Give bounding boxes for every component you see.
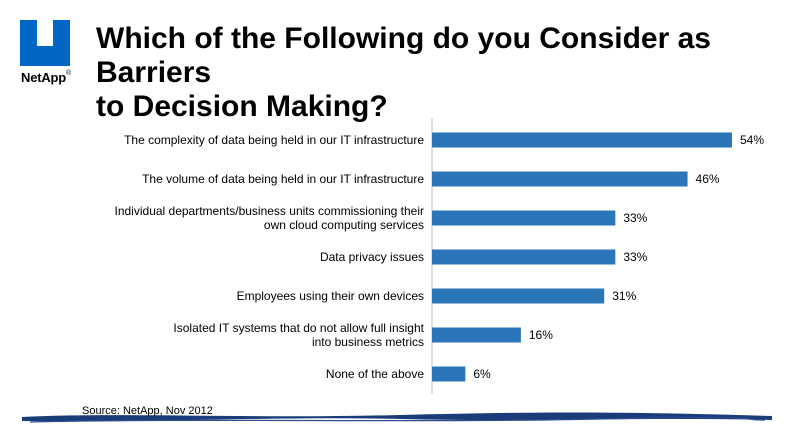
- bar: [432, 171, 688, 187]
- category-label: Individual departments/business units co…: [115, 204, 425, 218]
- brush-stroke-divider: [22, 412, 772, 423]
- category-label: The complexity of data being held in our…: [124, 133, 424, 147]
- bar: [432, 249, 616, 265]
- bar-chart: The complexity of data being held in our…: [115, 118, 764, 394]
- value-label: 6%: [473, 367, 491, 381]
- netapp-logo: NetApp®: [8, 20, 84, 90]
- value-label: 31%: [612, 289, 636, 303]
- netapp-logo-icon: [20, 20, 70, 66]
- title-line-2: to Decision Making?: [96, 90, 388, 123]
- bar: [432, 327, 521, 343]
- category-label: The volume of data being held in our IT …: [142, 172, 424, 186]
- bar: [432, 366, 466, 382]
- category-label: Isolated IT systems that do not allow fu…: [173, 321, 424, 335]
- category-label: own cloud computing services: [264, 218, 424, 232]
- value-label: 16%: [529, 328, 553, 342]
- bar: [432, 288, 605, 304]
- bar: [432, 210, 616, 226]
- logo-wordmark: NetApp®: [21, 70, 71, 85]
- page-title: Which of the Following do you Consider a…: [96, 22, 786, 124]
- category-label: Data privacy issues: [320, 250, 424, 264]
- value-label: 33%: [623, 211, 647, 225]
- value-label: 33%: [623, 250, 647, 264]
- category-label: Employees using their own devices: [237, 289, 424, 303]
- source-note: Source: NetApp, Nov 2012: [82, 405, 213, 417]
- value-label: 54%: [740, 133, 764, 147]
- category-label: into business metrics: [312, 335, 424, 349]
- title-line-1: Which of the Following do you Consider a…: [96, 22, 711, 89]
- bar: [432, 132, 732, 148]
- category-label: None of the above: [326, 367, 424, 381]
- value-label: 46%: [696, 172, 720, 186]
